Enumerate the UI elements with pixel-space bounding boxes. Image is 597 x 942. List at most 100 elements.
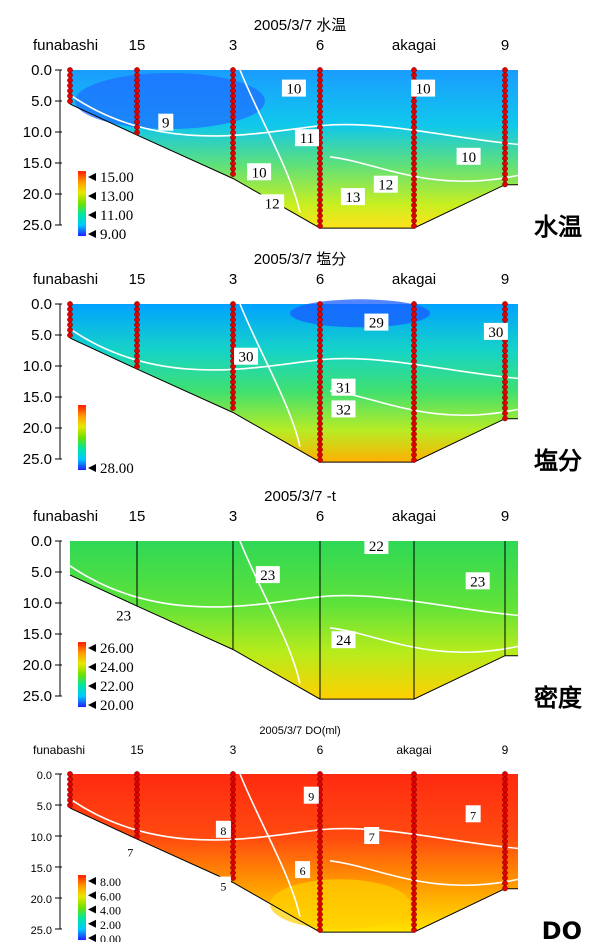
sample-point (411, 321, 417, 328)
contour-label: 23 (116, 608, 131, 624)
sample-point (317, 327, 323, 333)
sample-point (502, 399, 508, 406)
sample-point (134, 363, 140, 370)
y-tick-label: 20.0 (23, 657, 52, 674)
sample-point (317, 82, 323, 89)
low-do-patch (270, 879, 410, 930)
sample-point (317, 72, 323, 79)
sample-point (317, 202, 323, 209)
sample-point (134, 124, 140, 131)
sample-point (317, 410, 323, 417)
variable-label: 密度 (534, 684, 583, 712)
colorbar-marker (88, 464, 96, 473)
sample-point (230, 838, 236, 845)
sample-point (502, 373, 508, 380)
y-tick-label: 10.0 (23, 358, 52, 375)
sample-point (317, 405, 323, 411)
sample-point (67, 77, 73, 84)
sample-point (67, 781, 73, 788)
sample-point (411, 316, 417, 323)
sample-point (411, 791, 417, 798)
sample-point (230, 859, 236, 866)
contour-label-box (364, 827, 380, 844)
sample-point (230, 812, 236, 819)
sample-point (317, 212, 323, 219)
sample-point (230, 875, 236, 881)
contour-label: 30 (239, 350, 254, 366)
contour-label: 22 (369, 539, 384, 555)
colorbar-marker (88, 192, 96, 201)
sample-point (134, 87, 140, 94)
sample-point (411, 786, 417, 793)
sample-point (230, 171, 236, 177)
contour-label-box (247, 163, 272, 181)
sample-point (502, 171, 508, 177)
sample-point (230, 342, 236, 349)
sample-point (317, 890, 323, 897)
sample-point (502, 828, 508, 835)
contour-label-box (111, 606, 136, 624)
sample-point (230, 129, 236, 136)
sample-point (134, 67, 140, 73)
contour-label: 10 (286, 82, 301, 98)
sample-point (134, 332, 140, 339)
sample-point (411, 155, 417, 162)
contour-label-box (465, 805, 481, 823)
contour-line (239, 773, 301, 917)
colorbar-marker (88, 891, 96, 900)
contour-label-box (122, 842, 138, 860)
sample-point (411, 327, 417, 333)
sample-point (502, 379, 508, 385)
sample-point (411, 849, 417, 855)
sample-point (134, 93, 140, 99)
sample-point (411, 441, 417, 448)
sample-point (230, 72, 236, 79)
sample-point (411, 823, 417, 829)
sample-point (411, 134, 417, 141)
sample-point (317, 771, 323, 777)
sample-point (230, 849, 236, 855)
sample-point (230, 103, 236, 110)
sample-point (411, 212, 417, 219)
sample-point (502, 394, 508, 401)
sample-point (502, 838, 508, 845)
y-tick-label: 15.0 (23, 155, 52, 172)
sample-point (230, 301, 236, 307)
chart-title: 2005/3/7 水温 (254, 17, 347, 34)
colorbar-label: 20.00 (100, 698, 134, 714)
sample-point (317, 358, 323, 365)
y-tick-label: 25.0 (23, 217, 52, 234)
sample-point (502, 854, 508, 861)
sample-point (317, 332, 323, 339)
colorbar-label: 8.00 (100, 875, 121, 889)
contour-label: 5 (220, 880, 226, 894)
sample-point (502, 301, 508, 307)
sample-point (411, 880, 417, 887)
sample-point (502, 108, 508, 115)
sample-point (230, 108, 236, 115)
sample-point (134, 828, 140, 835)
sample-point (317, 838, 323, 845)
sample-point (502, 87, 508, 94)
colorbar (78, 642, 86, 708)
contour-line (239, 303, 301, 447)
station-label: 15 (129, 271, 146, 288)
colorbar-label: 22.00 (100, 679, 134, 695)
sample-point (411, 807, 417, 814)
colorbar-marker (88, 934, 96, 942)
sample-point (502, 129, 508, 136)
sample-point (230, 113, 236, 120)
y-tick-label: 25.0 (23, 688, 52, 705)
sample-point (411, 817, 417, 824)
sample-point (134, 776, 140, 783)
sample-point (411, 165, 417, 172)
colorbar (78, 405, 86, 471)
sample-point (317, 875, 323, 881)
contour-line (329, 156, 519, 183)
sample-point (134, 771, 140, 777)
contour-label-box (465, 572, 490, 590)
sample-point (411, 451, 417, 458)
sample-point (411, 124, 417, 131)
sample-point (502, 807, 508, 814)
